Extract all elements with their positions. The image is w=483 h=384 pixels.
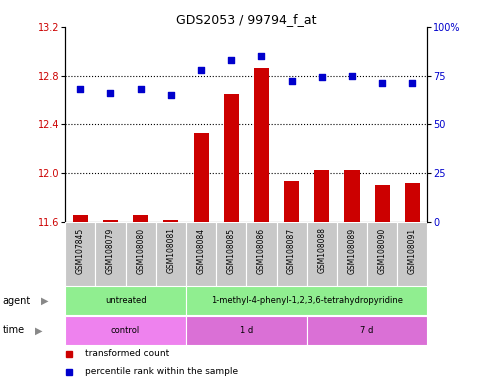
Bar xyxy=(65,222,96,286)
Bar xyxy=(126,222,156,286)
Text: ▶: ▶ xyxy=(35,325,43,336)
Bar xyxy=(73,215,88,222)
Text: GSM108089: GSM108089 xyxy=(347,227,356,273)
Bar xyxy=(216,222,246,286)
Bar xyxy=(186,286,427,315)
Bar xyxy=(103,220,118,222)
Bar xyxy=(65,286,186,315)
Point xyxy=(167,92,175,98)
Bar xyxy=(163,220,178,222)
Point xyxy=(378,80,386,86)
Point xyxy=(318,74,326,81)
Point xyxy=(76,86,84,92)
Text: control: control xyxy=(111,326,140,335)
Bar xyxy=(186,222,216,286)
Bar xyxy=(375,185,390,222)
Title: GDS2053 / 99794_f_at: GDS2053 / 99794_f_at xyxy=(176,13,316,26)
Text: agent: agent xyxy=(2,296,30,306)
Text: 1-methyl-4-phenyl-1,2,3,6-tetrahydropyridine: 1-methyl-4-phenyl-1,2,3,6-tetrahydropyri… xyxy=(211,296,403,305)
Bar xyxy=(194,133,209,222)
Bar xyxy=(246,222,276,286)
Bar xyxy=(314,170,329,222)
Bar xyxy=(284,181,299,222)
Text: GSM108090: GSM108090 xyxy=(378,227,387,274)
Point xyxy=(409,80,416,86)
Text: untreated: untreated xyxy=(105,296,146,305)
Text: percentile rank within the sample: percentile rank within the sample xyxy=(85,367,238,376)
Text: 1 d: 1 d xyxy=(240,326,253,335)
Text: transformed count: transformed count xyxy=(85,349,170,358)
Text: time: time xyxy=(2,325,25,336)
Point xyxy=(197,67,205,73)
Bar xyxy=(276,222,307,286)
Text: GSM108079: GSM108079 xyxy=(106,227,115,274)
Bar xyxy=(96,222,126,286)
Bar xyxy=(254,68,269,222)
Bar xyxy=(133,215,148,222)
Text: GSM108080: GSM108080 xyxy=(136,227,145,273)
Text: GSM108087: GSM108087 xyxy=(287,227,296,273)
Point xyxy=(348,73,356,79)
Text: GSM107845: GSM107845 xyxy=(76,227,85,274)
Text: GSM108091: GSM108091 xyxy=(408,227,417,273)
Point xyxy=(137,86,144,92)
Bar xyxy=(397,222,427,286)
Text: GSM108081: GSM108081 xyxy=(166,227,175,273)
Point xyxy=(257,53,265,59)
Bar xyxy=(186,316,307,345)
Point xyxy=(107,90,114,96)
Text: 7 d: 7 d xyxy=(360,326,374,335)
Bar xyxy=(405,183,420,222)
Bar xyxy=(337,222,367,286)
Bar xyxy=(307,222,337,286)
Point xyxy=(227,57,235,63)
Bar xyxy=(367,222,397,286)
Bar xyxy=(65,316,186,345)
Text: GSM108084: GSM108084 xyxy=(197,227,206,273)
Bar xyxy=(307,316,427,345)
Bar xyxy=(344,170,359,222)
Bar xyxy=(224,94,239,222)
Text: GSM108088: GSM108088 xyxy=(317,227,327,273)
Text: GSM108085: GSM108085 xyxy=(227,227,236,273)
Point xyxy=(288,78,296,84)
Text: GSM108086: GSM108086 xyxy=(257,227,266,273)
Text: ▶: ▶ xyxy=(41,296,49,306)
Bar xyxy=(156,222,186,286)
